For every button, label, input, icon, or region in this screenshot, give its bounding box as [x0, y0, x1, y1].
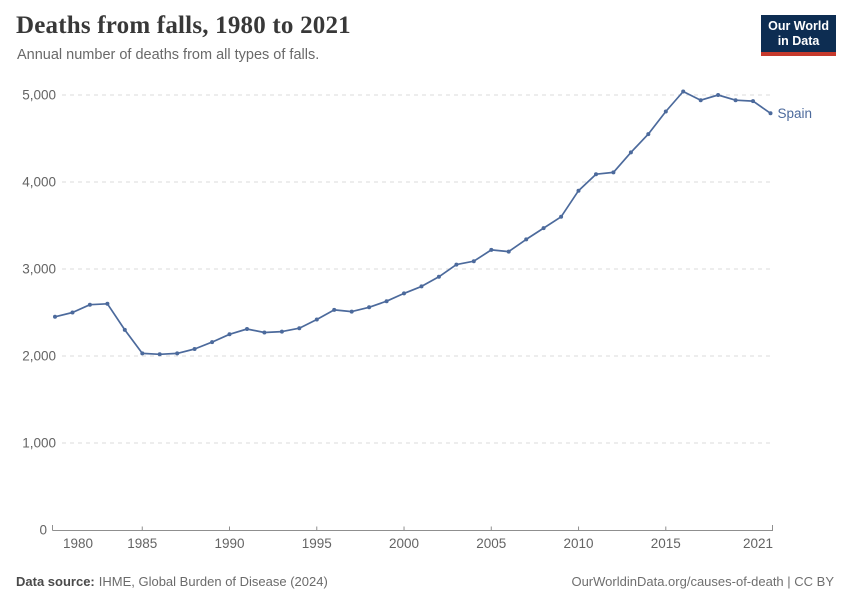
- data-point-2014[interactable]: [646, 132, 651, 137]
- page-title: Deaths from falls, 1980 to 2021: [16, 12, 351, 39]
- data-point-2017[interactable]: [698, 98, 703, 103]
- y-axis-label: 2,000: [22, 349, 56, 364]
- data-source-label: Data source:: [16, 574, 95, 589]
- y-axis-label: 5,000: [22, 88, 56, 103]
- data-point-2021[interactable]: [768, 111, 773, 116]
- data-point-2000[interactable]: [402, 291, 406, 296]
- x-axis-label: 1980: [63, 536, 93, 550]
- data-point-2012[interactable]: [611, 170, 616, 175]
- y-axis-label: 3,000: [22, 262, 56, 277]
- data-point-2015[interactable]: [663, 109, 668, 114]
- series-label[interactable]: Spain: [778, 106, 813, 121]
- data-source: Data source: IHME, Global Burden of Disea…: [16, 574, 328, 589]
- x-axis-label: 2021: [743, 536, 773, 550]
- x-axis-label: 1990: [214, 536, 244, 550]
- data-point-1997[interactable]: [349, 309, 354, 314]
- data-point-1994[interactable]: [297, 326, 302, 331]
- data-point-1980[interactable]: [53, 314, 57, 319]
- y-axis-label: 1,000: [22, 436, 56, 451]
- x-axis-label: 1985: [127, 536, 157, 550]
- owid-logo[interactable]: Our World in Data: [761, 15, 836, 56]
- data-point-2006[interactable]: [506, 249, 511, 254]
- data-point-2010[interactable]: [576, 188, 581, 193]
- data-point-2008[interactable]: [541, 226, 546, 231]
- data-point-2020[interactable]: [751, 99, 755, 104]
- x-axis-label: 1995: [302, 536, 332, 550]
- data-point-2018[interactable]: [716, 93, 721, 97]
- data-point-1986[interactable]: [157, 352, 162, 357]
- data-point-2009[interactable]: [559, 214, 564, 219]
- data-point-1981[interactable]: [70, 310, 75, 315]
- data-point-1985[interactable]: [140, 351, 145, 356]
- data-point-1993[interactable]: [279, 329, 284, 334]
- data-point-1999[interactable]: [384, 299, 389, 304]
- data-point-2011[interactable]: [594, 172, 598, 177]
- data-point-1989[interactable]: [210, 340, 215, 345]
- chart-footer: Data source: IHME, Global Burden of Disea…: [16, 574, 834, 589]
- data-point-1984[interactable]: [122, 327, 127, 332]
- data-point-1996[interactable]: [332, 307, 337, 312]
- data-point-1987[interactable]: [175, 351, 180, 356]
- data-source-value: IHME, Global Burden of Disease (2024): [98, 574, 328, 589]
- data-point-2013[interactable]: [628, 150, 633, 155]
- data-point-1991[interactable]: [245, 327, 249, 331]
- chart-svg[interactable]: 0 1,000 2,000 3,000 4,000 5,000 1980 1985 1990 19…: [0, 80, 850, 552]
- owid-logo-line2: in Data: [777, 34, 820, 48]
- data-point-2003[interactable]: [454, 262, 459, 267]
- data-point-1988[interactable]: [192, 347, 197, 351]
- data-point-2001[interactable]: [419, 284, 424, 289]
- credit-link[interactable]: OurWorldinData.org/causes-of-death | CC …: [571, 574, 834, 589]
- y-axis-label: 0: [39, 523, 47, 538]
- line-chart[interactable]: 0 1,000 2,000 3,000 4,000 5,000 1980 1985 1990 19…: [0, 80, 850, 555]
- y-axis-label: 4,000: [22, 175, 56, 190]
- data-point-2016[interactable]: [681, 89, 686, 94]
- page-subtitle: Annual number of deaths from all types o…: [17, 47, 320, 63]
- series-line[interactable]: [54, 90, 772, 356]
- data-point-1982[interactable]: [87, 302, 92, 307]
- x-axis-label: 2015: [651, 536, 681, 550]
- data-point-1998[interactable]: [367, 305, 372, 310]
- data-point-2019[interactable]: [733, 98, 738, 103]
- data-point-1983[interactable]: [105, 301, 110, 306]
- x-axis-label: 2000: [389, 536, 419, 550]
- data-point-2004[interactable]: [471, 259, 476, 264]
- data-point-1995[interactable]: [314, 317, 319, 322]
- data-point-2002[interactable]: [436, 274, 441, 279]
- x-axis-label: 2010: [564, 536, 594, 550]
- data-point-2005[interactable]: [489, 247, 494, 252]
- data-point-1990[interactable]: [227, 332, 232, 337]
- data-point-2007[interactable]: [524, 237, 529, 242]
- x-axis-label: 2005: [476, 536, 506, 550]
- owid-logo-line1: Our World: [768, 19, 829, 33]
- data-point-1992[interactable]: [262, 330, 267, 335]
